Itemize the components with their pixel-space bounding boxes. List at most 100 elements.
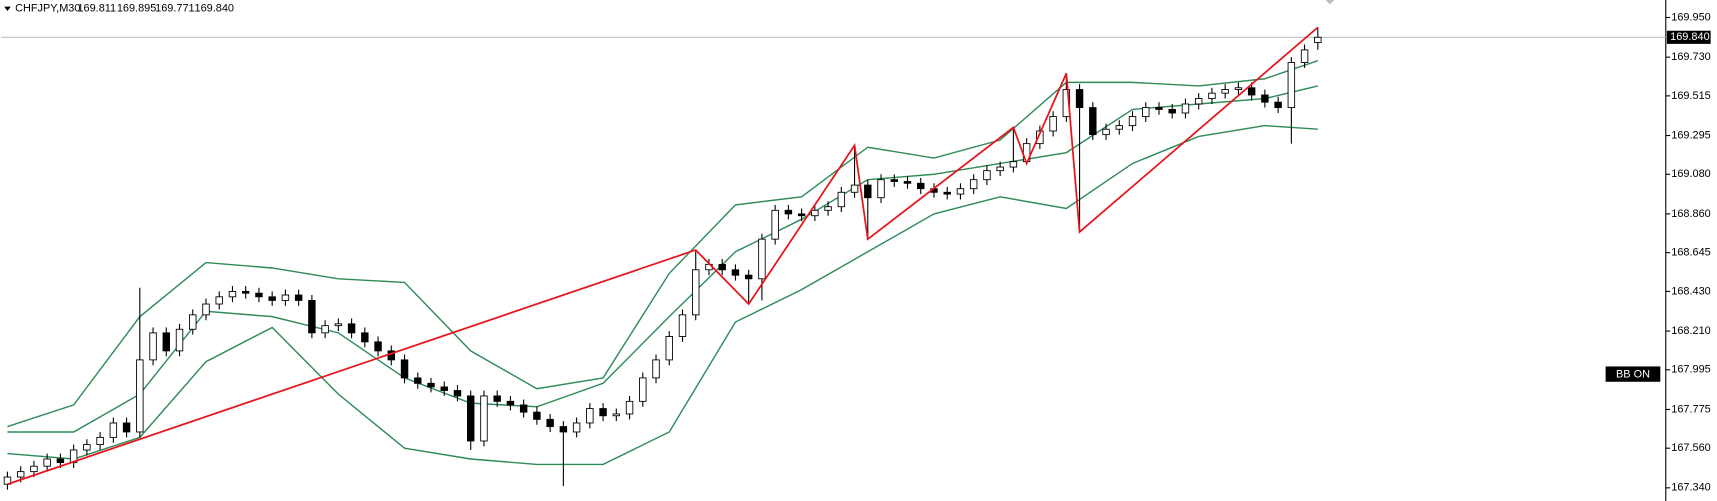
- candle-body: [334, 323, 343, 327]
- candle-body: [347, 323, 356, 334]
- candle-body: [533, 411, 541, 420]
- y-tick-label: 169.080: [1671, 168, 1710, 180]
- bollinger-band: [7, 85, 1318, 433]
- bollinger-band: [7, 124, 1318, 466]
- candle-body: [771, 209, 779, 240]
- y-tick-label: 168.430: [1671, 285, 1710, 297]
- candle-body: [1221, 89, 1229, 94]
- candle-body: [281, 294, 290, 301]
- candle-body: [56, 458, 65, 464]
- candle-body: [996, 166, 1004, 172]
- y-tick-label: 167.340: [1671, 482, 1710, 494]
- candle-body: [797, 213, 806, 217]
- y-tick-label: 168.210: [1671, 325, 1710, 337]
- candle-body: [361, 332, 369, 343]
- zigzag: [7, 26, 1319, 486]
- candle-body: [1168, 108, 1176, 114]
- candle-body: [1089, 107, 1097, 136]
- candle-body: [453, 390, 462, 397]
- y-tick-label: 168.860: [1671, 208, 1710, 220]
- candle-body: [1194, 98, 1203, 105]
- candle-body: [109, 422, 118, 438]
- y-tick-label: 168.645: [1671, 247, 1710, 259]
- candle-body: [1009, 161, 1018, 168]
- candle-body: [943, 191, 951, 195]
- candle-body: [414, 377, 422, 384]
- candle-body: [824, 206, 832, 211]
- low-label: 169.771: [155, 3, 194, 15]
- candle-body: [811, 209, 819, 217]
- close-label: 169.840: [195, 3, 234, 15]
- candle-body: [1155, 107, 1163, 110]
- y-tick-label: 169.295: [1671, 129, 1710, 141]
- candle-body: [559, 426, 568, 433]
- candle-body: [241, 290, 250, 294]
- open-label: 169.811: [77, 3, 116, 15]
- candle-body: [1234, 87, 1243, 91]
- candle-body: [96, 436, 104, 446]
- y-tick-label: 167.995: [1671, 364, 1710, 376]
- candle-body: [983, 170, 991, 181]
- candle-body: [850, 184, 859, 193]
- candle-body: [149, 332, 157, 361]
- candle-body: [1049, 116, 1057, 132]
- y-tick-label: 167.560: [1671, 442, 1710, 454]
- candle-body: [506, 400, 515, 406]
- candle-body: [1287, 62, 1296, 109]
- candle-body: [599, 408, 607, 417]
- candle-body: [731, 269, 740, 276]
- candle-body: [268, 296, 276, 301]
- candle-body: [1208, 92, 1216, 100]
- candle-body: [493, 395, 501, 402]
- candle-body: [1102, 128, 1110, 136]
- candle-body: [546, 418, 554, 428]
- candle-body: [612, 413, 621, 417]
- candle-body: [1300, 49, 1309, 63]
- menu-arrow[interactable]: [4, 6, 11, 11]
- candle-body: [718, 263, 726, 271]
- candle-body: [374, 341, 382, 352]
- candle-body: [440, 386, 448, 391]
- shift-marker: [1325, 0, 1335, 5]
- candle-body: [43, 458, 51, 467]
- y-tick-label: 169.950: [1671, 11, 1710, 23]
- last-price-box: [1666, 30, 1711, 44]
- candle-body: [1075, 89, 1084, 109]
- bollinger-band: [7, 60, 1319, 428]
- candle-body: [122, 422, 131, 433]
- candle-body: [1128, 116, 1137, 127]
- candle-body: [175, 328, 184, 352]
- candle-body: [1247, 87, 1256, 96]
- candle-body: [162, 332, 171, 352]
- candle-body: [903, 181, 912, 184]
- candle-body: [466, 395, 475, 442]
- candle-body: [1036, 130, 1044, 145]
- candle-body: [308, 299, 316, 334]
- candle-body: [692, 269, 700, 316]
- candle-body: [917, 182, 925, 190]
- y-tick-label: 167.775: [1671, 403, 1710, 415]
- candle-body: [1142, 107, 1150, 118]
- candle-body: [215, 296, 223, 305]
- candle-body: [1115, 125, 1124, 130]
- candle-body: [652, 359, 660, 379]
- y-tick-label: 169.515: [1671, 90, 1710, 102]
- candle-body: [1314, 36, 1322, 43]
- candle-body: [956, 188, 965, 195]
- high-label: 169.895: [117, 3, 156, 15]
- candle-body: [1261, 94, 1269, 103]
- candle-body: [294, 294, 303, 301]
- candle-body: [480, 395, 488, 442]
- candle-body: [83, 444, 91, 451]
- candle-body: [744, 274, 753, 280]
- candle-body: [784, 209, 793, 215]
- candle-body: [678, 314, 687, 337]
- candle-body: [321, 325, 329, 334]
- candle-body: [625, 400, 634, 415]
- candle-body: [586, 408, 594, 424]
- candle-body: [30, 465, 38, 473]
- candle-body: [1181, 103, 1190, 114]
- candle-body: [665, 336, 673, 361]
